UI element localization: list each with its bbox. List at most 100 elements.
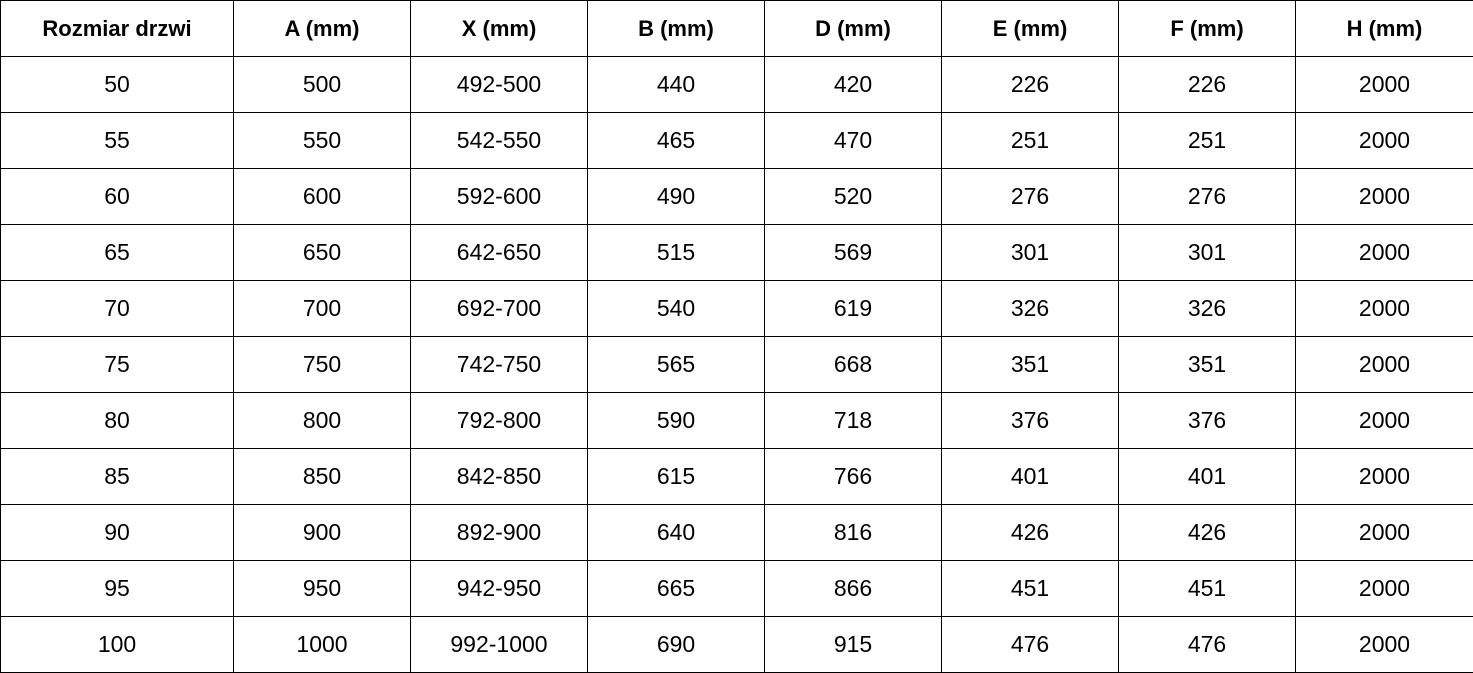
table-cell: 451 (941, 560, 1119, 617)
table-cell: 2000 (1295, 168, 1473, 225)
table-cell: 642-650 (410, 224, 588, 281)
table-cell: 60 (0, 168, 234, 225)
table-row: 60 600 592-600 490 520 276 276 2000 (0, 168, 1473, 225)
table-cell: 690 (587, 616, 765, 673)
table-row: 100 1000 992-1000 690 915 476 476 2000 (0, 616, 1473, 673)
table-cell: 892-900 (410, 504, 588, 561)
table-cell: 492-500 (410, 56, 588, 113)
table-cell: 401 (1118, 448, 1296, 505)
table-cell: 276 (1118, 168, 1296, 225)
table-cell: 65 (0, 224, 234, 281)
table-cell: 440 (587, 56, 765, 113)
table-cell: 900 (233, 504, 411, 561)
table-cell: 692-700 (410, 280, 588, 337)
table-cell: 2000 (1295, 336, 1473, 393)
table-cell: 750 (233, 336, 411, 393)
table-cell: 351 (941, 336, 1119, 393)
table-cell: 251 (941, 112, 1119, 169)
table-cell: 942-950 (410, 560, 588, 617)
table-cell: 490 (587, 168, 765, 225)
column-header: X (mm) (410, 0, 588, 57)
table-row: 55 550 542-550 465 470 251 251 2000 (0, 112, 1473, 169)
table-cell: 742-750 (410, 336, 588, 393)
column-header: E (mm) (941, 0, 1119, 57)
table-cell: 426 (941, 504, 1119, 561)
table-cell: 619 (764, 280, 942, 337)
table-cell: 2000 (1295, 392, 1473, 449)
table-cell: 2000 (1295, 616, 1473, 673)
table-cell: 470 (764, 112, 942, 169)
table-cell: 226 (941, 56, 1119, 113)
table-cell: 520 (764, 168, 942, 225)
table-cell: 420 (764, 56, 942, 113)
table-cell: 2000 (1295, 56, 1473, 113)
table-row: 75 750 742-750 565 668 351 351 2000 (0, 336, 1473, 393)
table-row: 90 900 892-900 640 816 426 426 2000 (0, 504, 1473, 561)
table-cell: 650 (233, 224, 411, 281)
table-cell: 800 (233, 392, 411, 449)
table-cell: 569 (764, 224, 942, 281)
table-cell: 401 (941, 448, 1119, 505)
column-header: H (mm) (1295, 0, 1473, 57)
table-cell: 426 (1118, 504, 1296, 561)
table-cell: 540 (587, 280, 765, 337)
table-cell: 351 (1118, 336, 1296, 393)
table-cell: 590 (587, 392, 765, 449)
table-row: 70 700 692-700 540 619 326 326 2000 (0, 280, 1473, 337)
table-cell: 2000 (1295, 504, 1473, 561)
table-row: 80 800 792-800 590 718 376 376 2000 (0, 392, 1473, 449)
table-cell: 515 (587, 224, 765, 281)
table-cell: 766 (764, 448, 942, 505)
table-cell: 2000 (1295, 224, 1473, 281)
table-row: 85 850 842-850 615 766 401 401 2000 (0, 448, 1473, 505)
table-cell: 55 (0, 112, 234, 169)
table-cell: 500 (233, 56, 411, 113)
table-cell: 251 (1118, 112, 1296, 169)
table-cell: 100 (0, 616, 234, 673)
table-cell: 850 (233, 448, 411, 505)
table-cell: 700 (233, 280, 411, 337)
table-cell: 70 (0, 280, 234, 337)
column-header: D (mm) (764, 0, 942, 57)
table-cell: 476 (941, 616, 1119, 673)
table-cell: 2000 (1295, 448, 1473, 505)
table-cell: 2000 (1295, 112, 1473, 169)
table-cell: 376 (1118, 392, 1296, 449)
table-cell: 550 (233, 112, 411, 169)
table-cell: 451 (1118, 560, 1296, 617)
table-cell: 465 (587, 112, 765, 169)
table-cell: 2000 (1295, 560, 1473, 617)
column-header: B (mm) (587, 0, 765, 57)
table-cell: 95 (0, 560, 234, 617)
column-header: F (mm) (1118, 0, 1296, 57)
table-cell: 542-550 (410, 112, 588, 169)
table-cell: 792-800 (410, 392, 588, 449)
table-cell: 376 (941, 392, 1119, 449)
table-cell: 476 (1118, 616, 1296, 673)
table-body: 50 500 492-500 440 420 226 226 2000 55 550 542-550… (0, 56, 1473, 673)
table-cell: 915 (764, 616, 942, 673)
table-cell: 75 (0, 336, 234, 393)
table-cell: 50 (0, 56, 234, 113)
table-row: 95 950 942-950 665 866 451 451 2000 (0, 560, 1473, 617)
table-cell: 326 (941, 280, 1119, 337)
column-header: A (mm) (233, 0, 411, 57)
table-cell: 816 (764, 504, 942, 561)
table-cell: 2000 (1295, 280, 1473, 337)
table-cell: 640 (587, 504, 765, 561)
table-cell: 1000 (233, 616, 411, 673)
table-cell: 668 (764, 336, 942, 393)
table-row: 65 650 642-650 515 569 301 301 2000 (0, 224, 1473, 281)
table-cell: 842-850 (410, 448, 588, 505)
table-row: 50 500 492-500 440 420 226 226 2000 (0, 56, 1473, 113)
table-cell: 592-600 (410, 168, 588, 225)
table-cell: 718 (764, 392, 942, 449)
table-cell: 615 (587, 448, 765, 505)
table-cell: 85 (0, 448, 234, 505)
table-cell: 565 (587, 336, 765, 393)
table-cell: 866 (764, 560, 942, 617)
table-cell: 301 (1118, 224, 1296, 281)
header-row: Rozmiar drzwi A (mm) X (mm) B (mm) D (mm) E (… (0, 0, 1473, 57)
table-cell: 326 (1118, 280, 1296, 337)
